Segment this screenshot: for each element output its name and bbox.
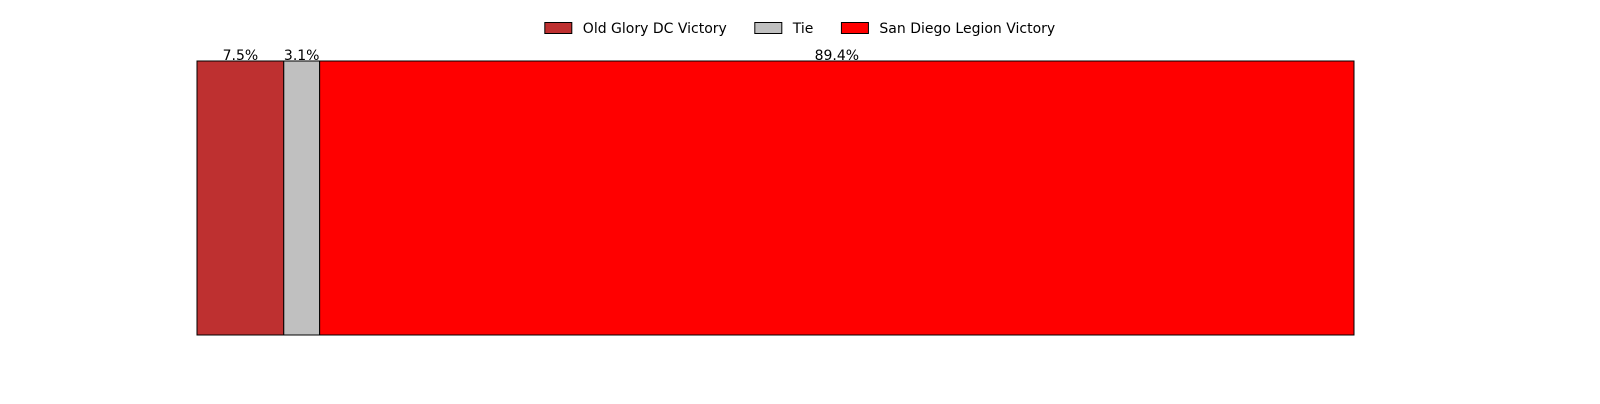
- legend-swatch-tie: [754, 22, 783, 34]
- data-label-old-glory-dc-victory: 7.5%: [223, 48, 259, 64]
- legend-item-old-glory-dc-victory: Old Glory DC Victory: [544, 21, 727, 37]
- legend-swatch-san-diego-legion-victory: [840, 22, 869, 34]
- legend-item-san-diego-legion-victory: San Diego Legion Victory: [840, 21, 1055, 37]
- legend-label-tie: Tie: [792, 21, 814, 37]
- bar-segment-san-diego-legion-victory: [319, 60, 1355, 336]
- bar-segment-old-glory-dc-victory: [196, 60, 285, 336]
- legend-label-san-diego-legion-victory: San Diego Legion Victory: [879, 21, 1055, 37]
- legend: Old Glory DC Victory Tie San Diego Legion …: [544, 21, 1055, 37]
- bar-segments: [196, 60, 1355, 336]
- data-labels: 7.5% 3.1% 89.4%: [223, 48, 859, 64]
- data-label-san-diego-legion-victory: 89.4%: [815, 48, 859, 64]
- legend-label-old-glory-dc-victory: Old Glory DC Victory: [583, 21, 727, 37]
- data-label-tie: 3.1%: [284, 48, 320, 64]
- legend-swatch-old-glory-dc-victory: [544, 22, 573, 34]
- bar-segment-tie: [283, 60, 321, 336]
- legend-item-tie: Tie: [754, 21, 814, 37]
